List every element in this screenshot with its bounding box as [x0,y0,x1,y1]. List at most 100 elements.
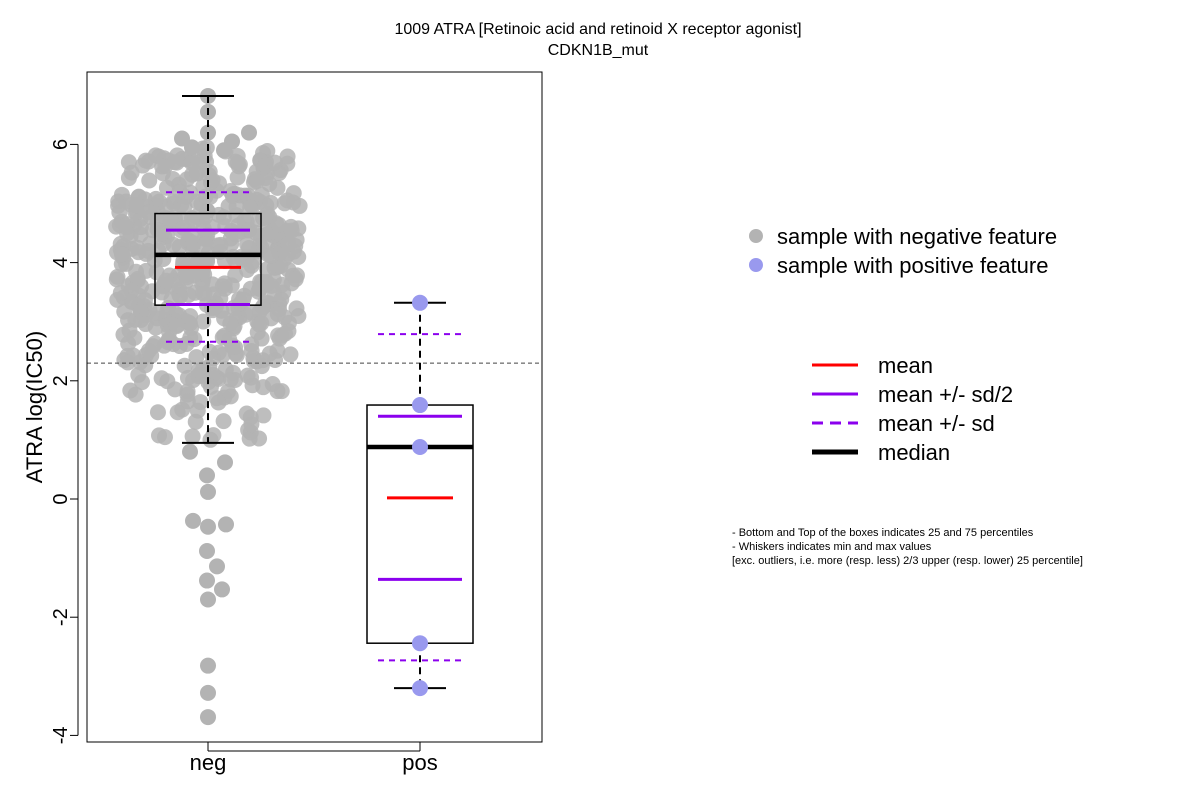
neg-sample-point [217,361,234,378]
legend-line-label: mean +/- sd [878,411,995,436]
neg-sample-point [287,271,304,288]
neg-sample-point [153,370,170,387]
neg-sample-point [112,284,129,301]
pos-sample-point [412,294,428,311]
neg-sample-point [199,253,216,270]
neg-sample-point [254,299,271,316]
neg-sample-point [215,413,232,430]
y-tick-label: 2 [50,375,72,386]
neg-sample-point [188,349,205,366]
neg-sample-point [242,199,259,216]
pos-sample-point [412,635,428,652]
legend-line-label: mean [878,353,933,378]
neg-sample-point [283,222,300,239]
neg-sample-point [137,316,154,333]
neg-sample-point [241,124,257,141]
neg-outlier-point [200,591,216,608]
neg-sample-point [262,247,279,264]
neg-outlier-point [218,516,234,533]
neg-sample-point [166,154,183,171]
neg-outlier-point [199,467,215,484]
neg-sample-point [280,235,297,252]
legend-point-marker [749,258,763,272]
neg-sample-point [216,275,233,292]
pos-sample-point [412,397,428,414]
neg-sample-point [251,430,268,447]
neg-sample-point [204,172,221,189]
y-tick-label: -2 [50,608,72,626]
neg-sample-point [138,262,155,279]
pos-sample-point [412,680,428,697]
legend-point-label: sample with positive feature [777,253,1048,278]
neg-outlier-point [199,572,215,589]
neg-outlier-point [200,657,216,674]
legend-points: sample with negative feature sample with … [749,224,1057,278]
neg-sample-point [291,197,308,214]
y-tick-label: -4 [50,727,72,745]
neg-sample-point [255,407,272,424]
neg-sample-point [120,154,137,171]
neg-outlier-point [209,558,225,575]
x-tick-label-pos: pos [402,750,437,775]
neg-sample-point [187,413,204,430]
neg-sample-point [190,153,207,170]
neg-sample-point [158,272,175,289]
legend-line-label: mean +/- sd/2 [878,382,1013,407]
neg-sample-point [282,346,299,363]
y-axis: -4 -2 0 2 4 6 [50,139,79,745]
neg-sample-point [263,277,280,294]
neg-sample-point [269,179,286,196]
neg-sample-point [185,267,202,284]
neg-sample-point [108,218,125,235]
neg-sample-point [132,219,149,236]
neg-sample-point [113,246,130,263]
neg-sample-point [174,401,191,418]
neg-sample-point [161,331,178,348]
neg-sample-point [285,185,302,202]
neg-sample-point [270,216,287,233]
y-tick-label: 0 [50,493,72,504]
neg-sample-point [202,431,219,448]
neg-sample-point [128,197,145,214]
neg-sample-point [248,224,265,241]
neg-sample-point [199,202,216,219]
neg-sample-point [141,204,158,221]
neg-sample-point [279,148,296,165]
neg-sample-point [176,198,193,215]
neg-sample-point [141,172,158,189]
neg-sample-point [253,358,270,375]
neg-sample-point [277,325,294,342]
legend-lines: mean mean +/- sd/2 mean +/- sd median [812,353,1013,465]
neg-sample-point [225,186,242,203]
neg-sample-point [149,404,166,421]
neg-sample-point [213,302,230,319]
neg-outlier-point [214,581,230,598]
neg-sample-point [134,374,151,391]
neg-sample-point [176,357,193,374]
neg-outlier-point [185,512,201,529]
neg-sample-point [210,394,227,411]
neg-sample-point [145,338,162,355]
y-axis-label: ATRA log(IC50) [22,331,47,483]
legend-line-label: median [878,440,950,465]
neg-sample-point [120,170,137,187]
legend-point-label: sample with negative feature [777,224,1057,249]
pos-sample-point [412,438,428,455]
y-tick-label: 4 [50,257,72,268]
note-line: - Whiskers indicates min and max values [732,541,932,553]
y-tick-label: 6 [50,139,72,150]
neg-sample-point [216,142,232,159]
neg-sample-point [110,197,127,214]
neg-sample-point [162,210,179,227]
note-line: [exc. outliers, i.e. more (resp. less) 2… [732,555,1083,567]
neg-sample-point [108,271,125,288]
neg-sample-point [188,165,205,182]
neg-sample-point [140,153,157,170]
neg-sample-point [229,169,246,186]
neg-sample-point [288,300,305,317]
neg-outlier-point [217,454,233,471]
neg-sample-point [269,383,286,400]
neg-outlier-point [200,518,216,535]
x-tick-label-neg: neg [190,750,227,775]
